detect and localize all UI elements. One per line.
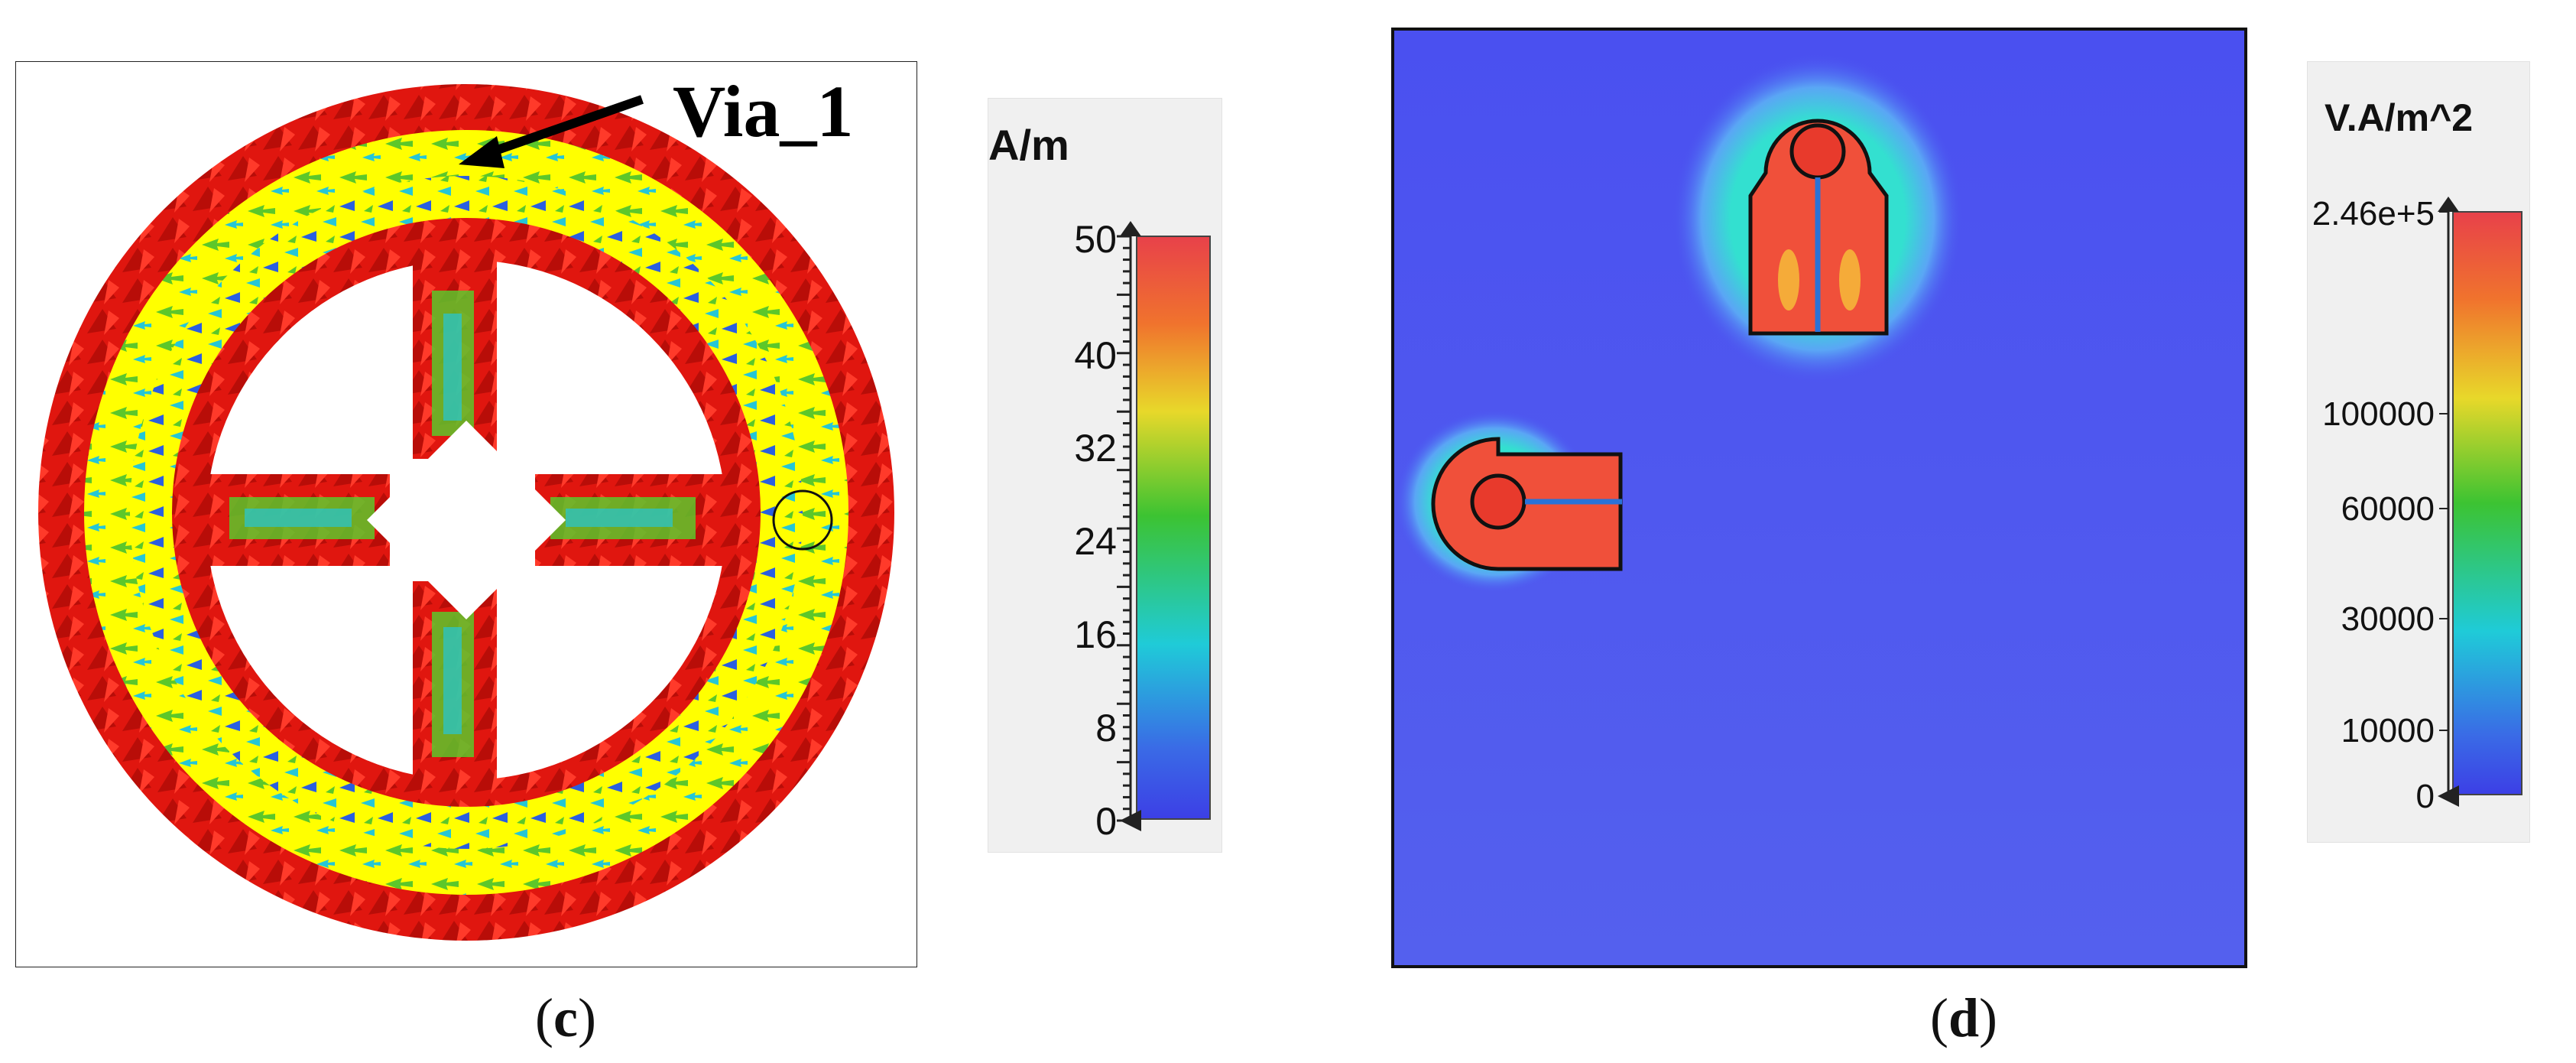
legend-d-unit: V.A/m^2 bbox=[2325, 96, 2474, 139]
panel-c: Via_1 A/m 50 40 32 bbox=[0, 0, 1254, 1063]
legend-c-tick: 50 bbox=[1074, 218, 1117, 261]
legend-c: A/m 50 40 32 24 16 8 bbox=[988, 98, 1222, 853]
legend-c-tick: 8 bbox=[1095, 707, 1117, 749]
legend-d-tick: 10000 bbox=[2341, 712, 2435, 749]
legend-d-tick: 60000 bbox=[2341, 490, 2435, 528]
caption-d: (d) bbox=[1930, 987, 1998, 1048]
legend-c-tick: 0 bbox=[1095, 800, 1117, 843]
legend-c-tick: 16 bbox=[1074, 613, 1117, 656]
legend-d-tick: 30000 bbox=[2341, 600, 2435, 638]
legend-c-tick: 32 bbox=[1074, 427, 1117, 470]
legend-d-colorbar bbox=[2438, 197, 2522, 807]
via-1-label: Via_1 bbox=[673, 70, 854, 152]
legend-d: V.A/m^2 bbox=[2307, 61, 2530, 843]
legend-d-tick: 2.46e+5 bbox=[2312, 195, 2435, 232]
legend-c-tick: 24 bbox=[1074, 520, 1117, 563]
current-distribution-figure bbox=[15, 61, 917, 967]
legend-d-tick: 100000 bbox=[2322, 395, 2435, 433]
caption-c: (c) bbox=[535, 987, 596, 1048]
legend-d-tick: 0 bbox=[2415, 778, 2435, 815]
legend-c-tick: 40 bbox=[1074, 334, 1117, 377]
legend-c-unit: A/m bbox=[988, 121, 1069, 169]
legend-c-colorbar bbox=[1117, 221, 1211, 831]
panel-d: V.A/m^2 bbox=[1254, 0, 2576, 1063]
power-density-figure bbox=[1391, 28, 2247, 968]
